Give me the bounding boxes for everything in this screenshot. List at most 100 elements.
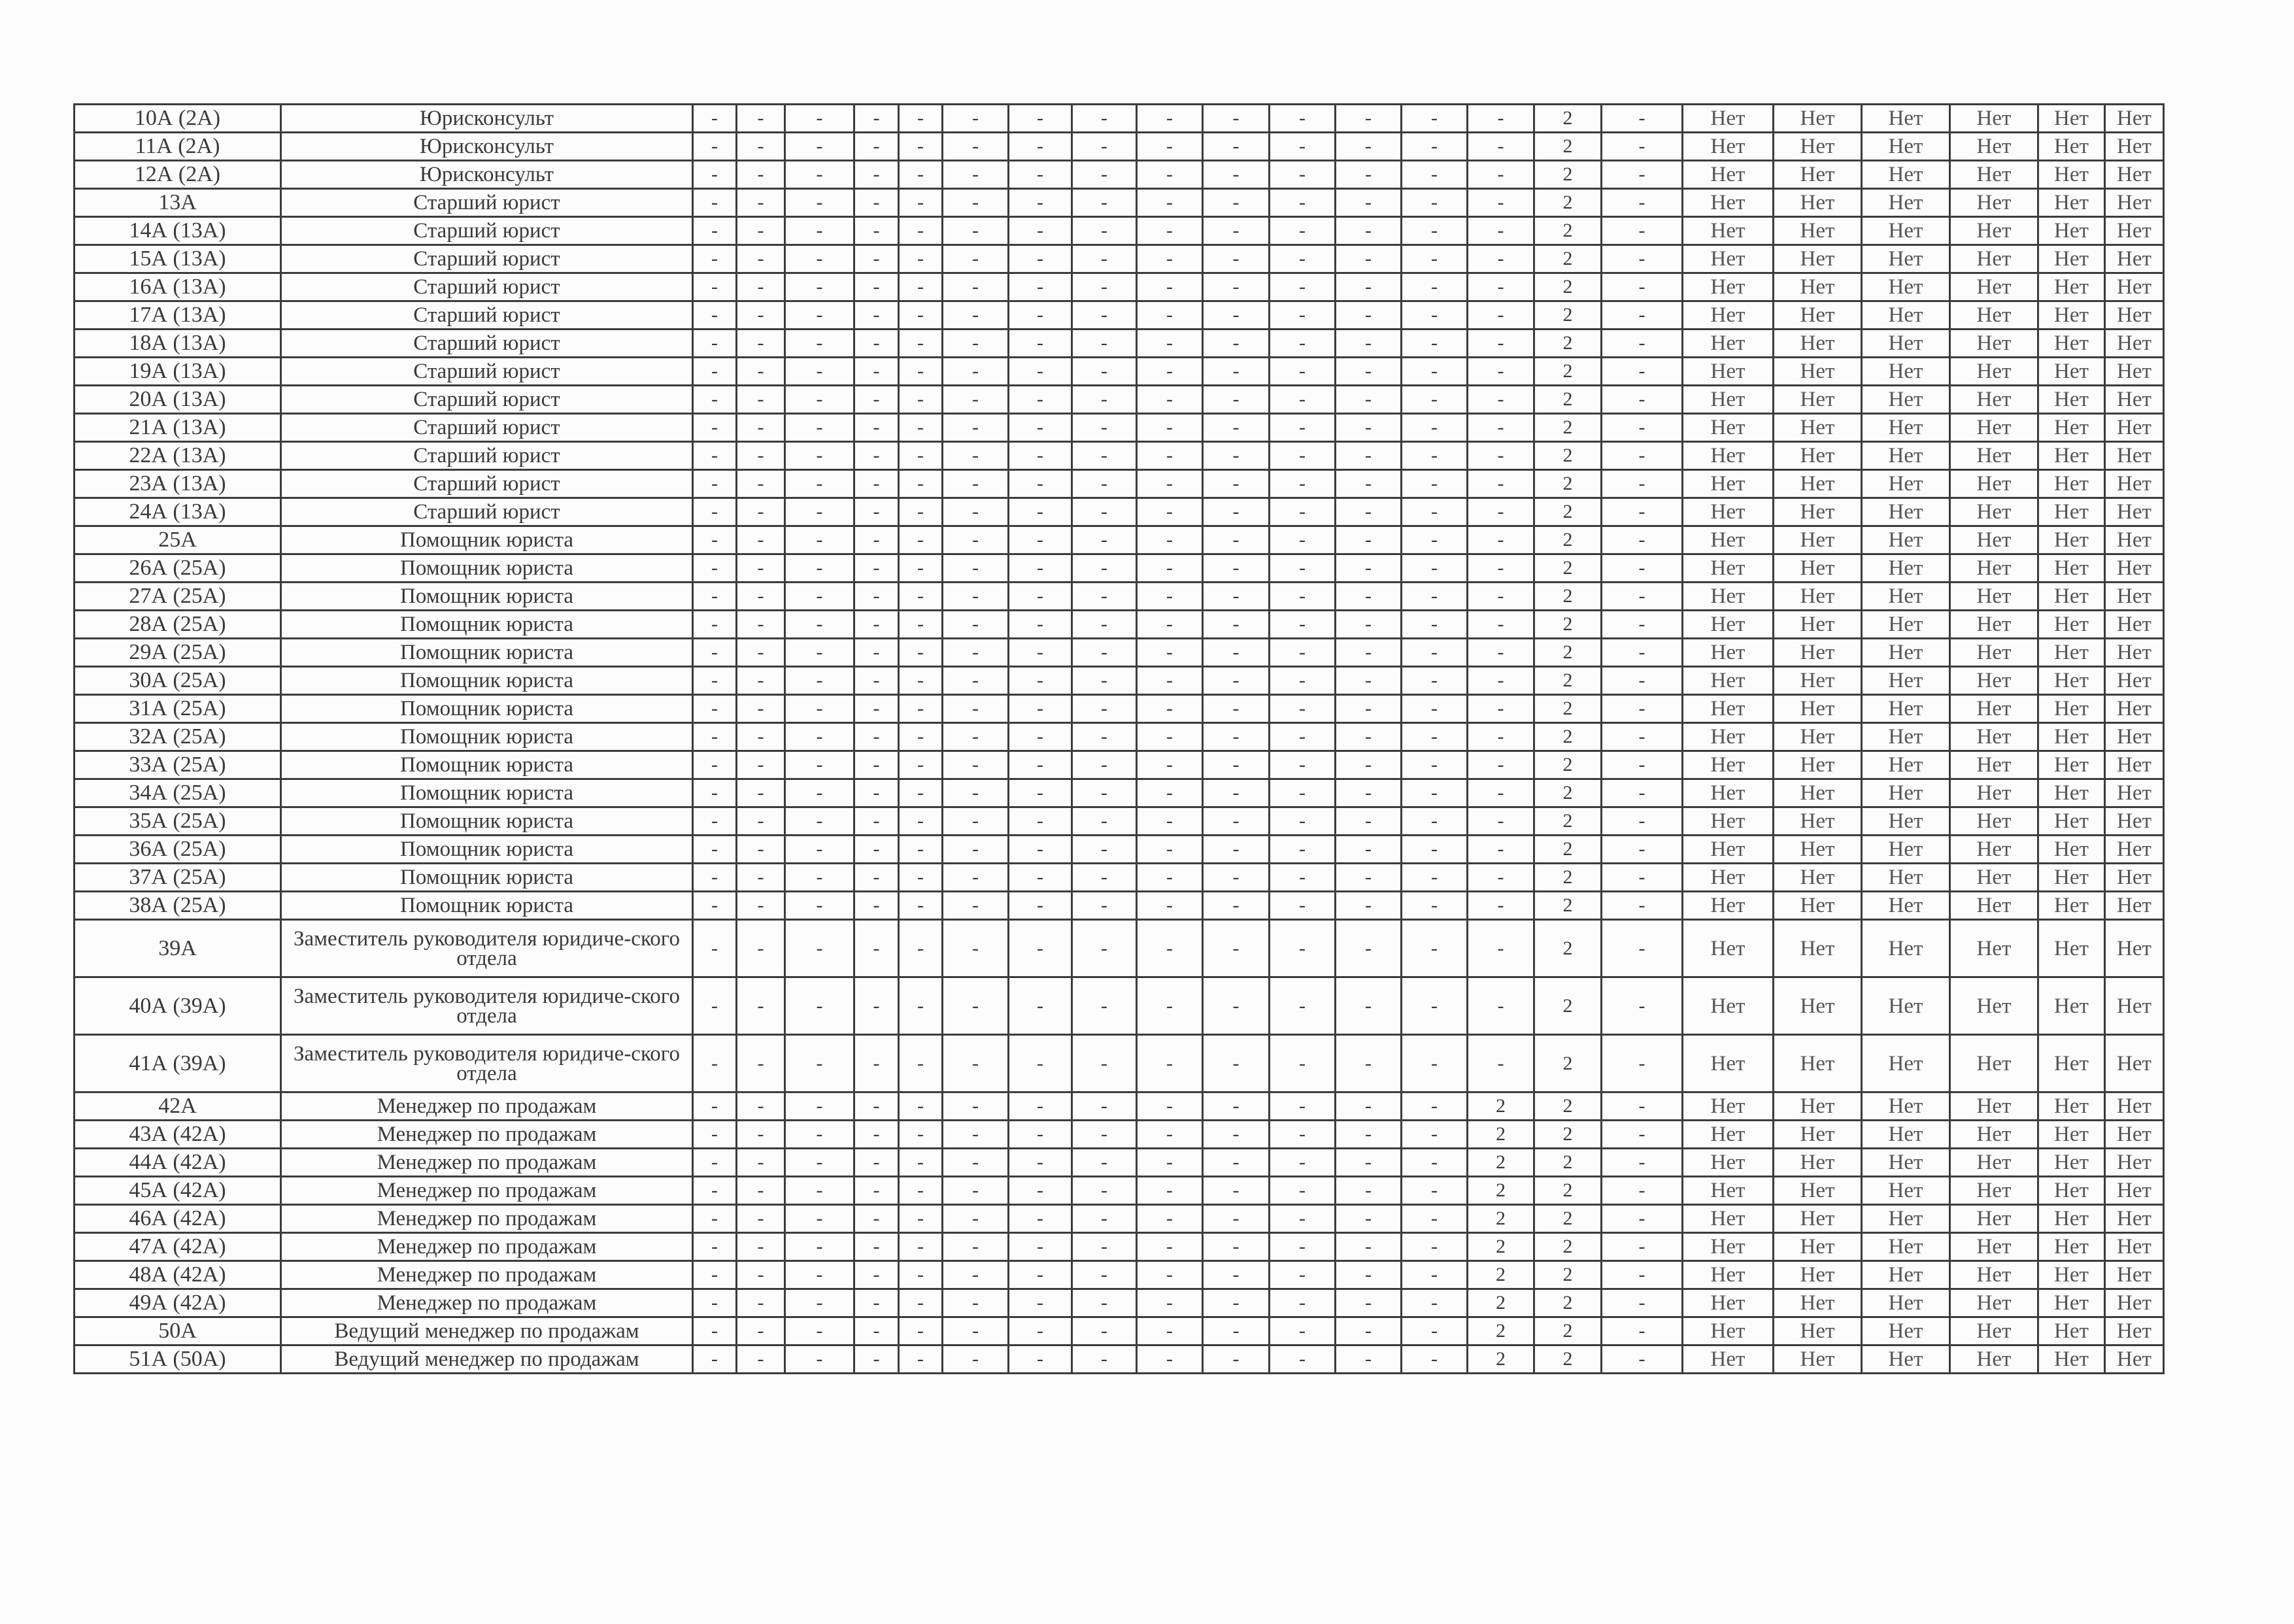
value-cell: -	[735, 525, 786, 555]
flag-cell: Нет	[1681, 328, 1774, 358]
flag-cell: Нет	[1681, 1091, 1774, 1121]
workplace-id-cell: 32А (25А)	[73, 722, 282, 752]
value-cell: -	[898, 694, 943, 724]
value-cell: -	[784, 722, 855, 752]
flag-cell: Нет	[2037, 694, 2106, 724]
workplace-id-cell: 47А (42А)	[73, 1232, 282, 1262]
value-cell: -	[1400, 131, 1468, 161]
value-cell: -	[1202, 413, 1270, 443]
value-cell: -	[853, 1147, 900, 1177]
flag-cell: Нет	[1949, 694, 2039, 724]
value-cell: -	[1136, 778, 1204, 808]
value-cell: -	[898, 1091, 943, 1121]
value-cell: -	[784, 609, 855, 639]
flag-cell: Нет	[2104, 750, 2165, 780]
value-cell: -	[1202, 356, 1270, 386]
value-cell: -	[941, 694, 1009, 724]
flag-cell: Нет	[2104, 666, 2165, 696]
value-cell: -	[735, 722, 786, 752]
table-row: 16А (13А) Старший юрист - - - - - - - - - - - - - -2- Не…	[73, 272, 2165, 302]
value-cell: -	[1136, 694, 1204, 724]
position-cell: Юрисконсульт	[280, 160, 694, 190]
value-cell: -	[1007, 862, 1073, 892]
flag-cell: Нет	[2037, 609, 2106, 639]
value-cell: -	[1400, 441, 1468, 471]
value-cell: -	[853, 1344, 900, 1374]
value-cell: -	[1466, 356, 1535, 386]
table-row: 14А (13А) Старший юрист - - - - - - - - - - - - - -2- Не…	[73, 216, 2165, 246]
flag-cell: Нет	[2037, 1034, 2106, 1093]
value-cell: -	[853, 1034, 900, 1093]
value-cell: -	[1400, 1288, 1468, 1318]
value-cell: -	[1136, 356, 1204, 386]
value-cell: -	[1400, 216, 1468, 246]
flag-cell: Нет	[1772, 1204, 1863, 1234]
value-cell: -	[1202, 216, 1270, 246]
table-row: 17А (13А) Старший юрист - - - - - - - - - - - - - -2- Не…	[73, 300, 2165, 330]
value-cell: -	[1334, 750, 1402, 780]
table-row: 36А (25А) Помощник юриста - - - - - - - - - - - - - -2-…	[73, 834, 2165, 864]
value-cell: -	[1334, 525, 1402, 555]
flag-cell: Нет	[2104, 862, 2165, 892]
value-cell: -	[692, 441, 737, 471]
value-cell: -	[1466, 778, 1535, 808]
value-cell: -	[1268, 525, 1336, 555]
value-cell: -	[1400, 834, 1468, 864]
value-cell: -	[1400, 750, 1468, 780]
value-cell: -	[898, 103, 943, 133]
value-cell: -	[853, 384, 900, 414]
flag-cell: Нет	[1949, 834, 2039, 864]
value-cell: -	[784, 1204, 855, 1234]
table-body: 10А (2А) Юрисконсульт - - - - - - - - - - - - - -2- Нет Н…	[73, 103, 2165, 1374]
value-cell: -	[1007, 441, 1073, 471]
value-cell: 2	[1533, 834, 1602, 864]
value-cell: -	[941, 384, 1009, 414]
value-cell: -	[1136, 1204, 1204, 1234]
value-cell: -	[692, 1176, 737, 1206]
value-cell: -	[1136, 1091, 1204, 1121]
value-cell: -	[1007, 1147, 1073, 1177]
value-cell: -	[1466, 131, 1535, 161]
value-cell: -	[735, 1091, 786, 1121]
value-cell: -	[784, 666, 855, 696]
value-cell: 2	[1533, 441, 1602, 471]
value-cell: -	[898, 722, 943, 752]
workplace-id-cell: 10А (2А)	[73, 103, 282, 133]
position-cell: Заместитель руководителя юридиче-ского о…	[280, 1034, 694, 1093]
value-cell: -	[898, 1232, 943, 1262]
flag-cell: Нет	[2037, 1288, 2106, 1318]
value-cell: 2	[1533, 1034, 1602, 1093]
value-cell: -	[1334, 1344, 1402, 1374]
table-row: 24А (13А) Старший юрист - - - - - - - - - - - - - -2- Не…	[73, 497, 2165, 527]
value-cell: -	[1202, 1316, 1270, 1346]
flag-cell: Нет	[1681, 722, 1774, 752]
value-cell: -	[898, 525, 943, 555]
value-cell: -	[1007, 384, 1073, 414]
table-row: 51А (50А) Ведущий менеджер по продажам - - -…	[73, 1344, 2165, 1374]
value-cell: -	[1268, 1091, 1336, 1121]
flag-cell: Нет	[1681, 1176, 1774, 1206]
value-cell: -	[1400, 525, 1468, 555]
table-row: 33А (25А) Помощник юриста - - - - - - - - - - - - - -2-…	[73, 750, 2165, 780]
value-cell: -	[1007, 328, 1073, 358]
flag-cell: Нет	[1772, 553, 1863, 583]
flag-cell: Нет	[2104, 1288, 2165, 1318]
value-cell: -	[1600, 131, 1683, 161]
flag-cell: Нет	[2104, 722, 2165, 752]
value-cell: -	[941, 497, 1009, 527]
value-cell: -	[1466, 553, 1535, 583]
value-cell: -	[853, 131, 900, 161]
value-cell: -	[1007, 188, 1073, 218]
value-cell: -	[1268, 216, 1336, 246]
value-cell: 2	[1533, 525, 1602, 555]
flag-cell: Нет	[1861, 862, 1951, 892]
value-cell: -	[1600, 216, 1683, 246]
flag-cell: Нет	[1949, 1288, 2039, 1318]
value-cell: -	[941, 244, 1009, 274]
value-cell: -	[784, 103, 855, 133]
flag-cell: Нет	[1681, 1288, 1774, 1318]
flag-cell: Нет	[1861, 103, 1951, 133]
position-cell: Старший юрист	[280, 469, 694, 499]
value-cell: -	[1334, 834, 1402, 864]
value-cell: -	[1334, 216, 1402, 246]
